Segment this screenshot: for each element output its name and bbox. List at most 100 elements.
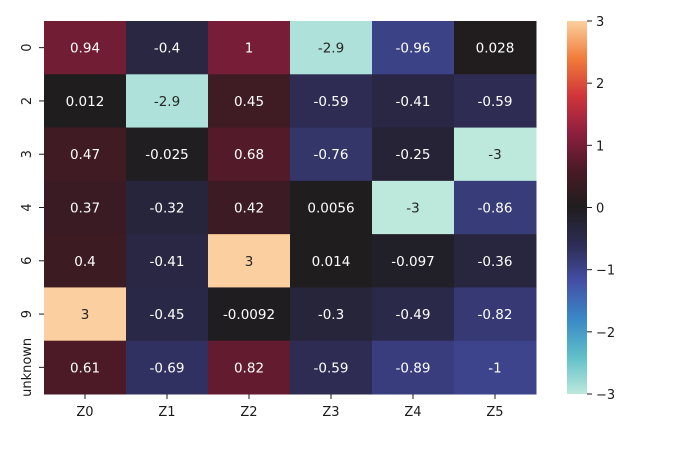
cell-value-label: -0.69 [150,360,185,376]
x-tick-label: Z4 [404,405,421,420]
cell-value-label: 0.45 [234,94,264,110]
heatmap-cell [290,234,373,288]
cell-value-label: -0.76 [314,147,349,163]
heatmap-cell [372,127,455,182]
cell-value-label: 0.028 [476,41,515,57]
cell-value-label: -0.097 [391,254,435,270]
cell-value-label: -0.49 [396,307,431,323]
cell-value-label: -0.59 [314,360,349,376]
cell-value-label: -0.96 [396,41,431,57]
heatmap-cell [372,180,455,235]
colorbar-tick-label: 1 [596,139,604,154]
heatmap-cell [126,287,209,342]
heatmap-cell [126,234,209,288]
cell-value-label: 3 [245,254,254,270]
heatmap-cell [208,74,291,129]
heatmap-cell [208,21,291,75]
heatmap-cell [126,21,209,75]
x-axis: Z0 Z1 Z2 Z3 Z4 Z5 [76,394,504,420]
cell-value-label: 0.42 [234,201,264,217]
cell-value-label: -0.0092 [223,307,275,323]
cell-value-label: -2.9 [154,94,180,110]
heatmap-cell [372,74,455,129]
cell-value-label: -1 [488,360,501,376]
heatmap-cell [290,180,373,235]
heatmap-cell [208,180,291,235]
y-tick-label: 6 [20,257,35,265]
cell-value-label: -0.25 [396,147,431,163]
cell-value-label: 0.37 [70,201,100,217]
colorbar-tick-label: −2 [596,326,615,341]
y-tick-label: 2 [20,97,35,105]
heatmap-cell [372,340,455,395]
cell-value-label: 0.0056 [307,201,354,217]
heatmap-cell [290,127,373,182]
cell-value-label: 0.47 [70,147,100,163]
x-tick-label: Z1 [158,405,175,420]
heatmap-cell [454,340,537,395]
heatmap-cell [290,74,373,129]
heatmap-cell [454,234,537,288]
cell-value-label: 0.012 [66,94,105,110]
heatmap-cell [44,127,127,182]
heatmap-cell [290,21,373,75]
cell-value-label: -0.45 [150,307,185,323]
heatmap-cell [126,180,209,235]
cell-value-label: -0.4 [154,41,180,57]
cell-value-label: 0.61 [70,360,100,376]
cell-value-label: -0.025 [145,147,189,163]
y-tick-label: 9 [20,310,35,318]
x-tick-label: Z3 [322,405,339,420]
colorbar: 3 2 1 0 −1 −2 −3 [567,15,615,403]
cell-value-label: -0.3 [318,307,344,323]
cell-value-label: -3 [488,147,501,163]
cell-value-label: 0.014 [312,254,351,270]
heatmap-cell [454,74,537,129]
y-tick-label: unknown [20,338,35,397]
heatmap-cell [208,287,291,342]
cell-value-label: 0.68 [234,147,264,163]
heatmap-cell [44,21,127,75]
cell-value-label: 1 [245,41,254,57]
heatmap-cell [126,340,209,395]
colorbar-tick-label: 3 [596,15,604,30]
y-tick-label: 3 [20,150,35,158]
heatmap-cell [208,127,291,182]
heatmap-cell [454,21,537,75]
colorbar-tick-label: −1 [596,264,615,279]
cell-value-label: 0.4 [74,254,95,270]
heatmap-cell [454,127,537,182]
y-axis: 0 2 3 4 6 9 unknown [20,44,44,397]
heatmap-cell [126,127,209,182]
x-tick-label: Z0 [76,405,93,420]
cell-value-label: -0.36 [478,254,513,270]
heatmap-cell [44,180,127,235]
cell-value-label: -0.89 [396,360,431,376]
colorbar-tick-label: 2 [596,77,604,92]
cell-value-label: -0.59 [478,94,513,110]
x-tick-label: Z5 [486,405,503,420]
cell-value-label: -0.82 [478,307,513,323]
y-tick-label: 4 [20,203,35,211]
heatmap-cell [126,74,209,129]
colorbar-gradient [567,21,587,394]
colorbar-tick-label: −3 [596,388,615,403]
colorbar-tick-label: 0 [596,202,604,217]
cell-value-label: -0.41 [396,94,431,110]
heatmap-cell [372,287,455,342]
heatmap-cell [44,74,127,129]
heatmap-cell [290,287,373,342]
heatmap-cell [372,234,455,288]
y-tick-label: 0 [20,44,35,52]
heatmap-cell [44,287,127,342]
x-tick-label: Z2 [240,405,257,420]
cell-value-label: 3 [81,307,90,323]
heatmap-cell [454,180,537,235]
heatmap-cell [44,340,127,395]
heatmap-cell [208,234,291,288]
cell-value-label: -2.9 [318,41,344,57]
cell-value-label: -3 [406,201,419,217]
